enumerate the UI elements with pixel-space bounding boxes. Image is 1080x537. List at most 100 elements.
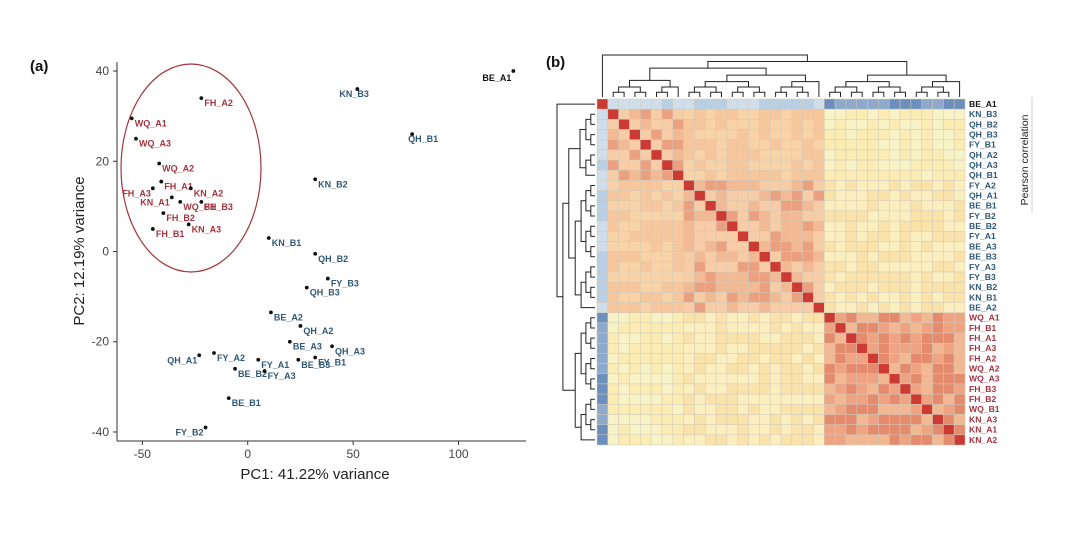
dendrogram-branch [867, 74, 947, 82]
heatmap-cell [899, 271, 912, 283]
dendrogram-branch [921, 86, 944, 93]
heatmap-cell [726, 200, 738, 212]
row-label: FH_B1 [969, 323, 996, 333]
heatmap-cell [759, 210, 771, 222]
row-label: KN_A1 [969, 425, 997, 435]
heatmap-cell [921, 424, 933, 436]
heatmap-cell [715, 312, 728, 324]
heatmap-cell [748, 139, 760, 151]
y-tick-label: -20 [92, 335, 110, 349]
heatmap-cell [596, 200, 609, 212]
heatmap-cell [856, 281, 868, 293]
point-be_a3 [287, 339, 292, 344]
heatmap-cell [834, 231, 847, 242]
heatmap-cell [596, 149, 609, 161]
x-tick-label: 50 [346, 447, 360, 461]
heatmap-cell [921, 434, 933, 446]
heatmap-cell [834, 363, 847, 375]
heatmap-cell [867, 353, 879, 364]
heatmap-cell [943, 231, 955, 242]
heatmap-cell [802, 98, 814, 110]
heatmap-cell [726, 129, 738, 140]
heatmap-cell [672, 281, 684, 293]
heatmap-cell [845, 231, 858, 242]
heatmap-cell [672, 404, 684, 415]
point-label: FY_A2 [217, 353, 245, 363]
heatmap-cell [737, 312, 749, 324]
point-label: KN_A3 [192, 224, 222, 234]
heatmap-cell [672, 241, 684, 252]
heatmap-cell [650, 159, 663, 171]
heatmap-cell [607, 363, 619, 375]
heatmap-cell [704, 159, 717, 171]
heatmap-cell [824, 220, 836, 232]
heatmap-cell [878, 434, 890, 446]
heatmap-cell [629, 98, 641, 110]
heatmap-cell [932, 332, 944, 344]
point-label: WQ_B1 [183, 202, 215, 212]
point-qh_b1 [410, 132, 415, 137]
heatmap-cell [769, 332, 782, 344]
heatmap-cell [867, 139, 879, 151]
heatmap-cell [910, 108, 922, 120]
heatmap-cell [921, 139, 933, 151]
point-kn_a2 [188, 186, 193, 191]
heatmap-cell [661, 169, 674, 181]
heatmap-cell [640, 210, 652, 222]
heatmap-cell [607, 312, 619, 324]
heatmap-cell [921, 241, 933, 252]
heatmap-cell [899, 363, 912, 375]
heatmap-cell [650, 292, 663, 303]
heatmap-cell [932, 414, 944, 425]
heatmap-cell [694, 434, 706, 446]
heatmap-cell [618, 434, 630, 446]
heatmap-cell [661, 414, 674, 425]
point-label: FY_B1 [318, 358, 346, 368]
row-label: WQ_A1 [969, 313, 1000, 323]
heatmap-cell [672, 292, 684, 303]
heatmap-cell [704, 292, 717, 303]
x-tick-label: 100 [449, 447, 469, 461]
heatmap-cell [759, 332, 771, 344]
point-fh_b2 [161, 211, 166, 216]
heatmap-cell [672, 271, 684, 283]
heatmap-cell [629, 312, 641, 324]
heatmap-cell [953, 119, 966, 130]
heatmap-cell [943, 302, 955, 313]
heatmap-cell [672, 373, 684, 385]
heatmap-cell [596, 190, 609, 202]
heatmap-cell [683, 353, 695, 364]
heatmap-cell [759, 281, 771, 293]
heatmap-cell [867, 251, 879, 263]
heatmap-cell [780, 292, 793, 303]
heatmap-cell [769, 383, 782, 395]
heatmap-cell [715, 169, 728, 181]
heatmap-cell [921, 373, 933, 385]
point-qh_a2 [298, 324, 303, 328]
heatmap-cell [845, 292, 858, 303]
heatmap-cell [856, 231, 868, 242]
heatmap-cell [802, 353, 814, 364]
heatmap-cell [899, 292, 912, 303]
heatmap-cell [888, 414, 901, 425]
heatmap-cell [824, 292, 836, 303]
heatmap-cell [878, 312, 890, 324]
heatmap-cell [661, 190, 674, 202]
heatmap-cell [748, 129, 760, 140]
heatmap-cell [759, 180, 771, 191]
dendrogram-branch [580, 414, 595, 441]
heatmap-cell [878, 373, 890, 385]
heatmap-cell [791, 139, 803, 151]
heatmap-cell [910, 210, 922, 222]
heatmap-cell [834, 261, 847, 273]
heatmap-cell [704, 241, 717, 252]
heatmap-cell [694, 200, 706, 212]
heatmap-cell [726, 108, 738, 120]
heatmap-cell [888, 210, 901, 222]
point-label: BE_A2 [274, 312, 303, 322]
point-fy_a3 [262, 369, 267, 373]
heatmap-cell [640, 149, 652, 161]
heatmap-cell [878, 220, 890, 232]
point-be_a2 [269, 310, 273, 315]
